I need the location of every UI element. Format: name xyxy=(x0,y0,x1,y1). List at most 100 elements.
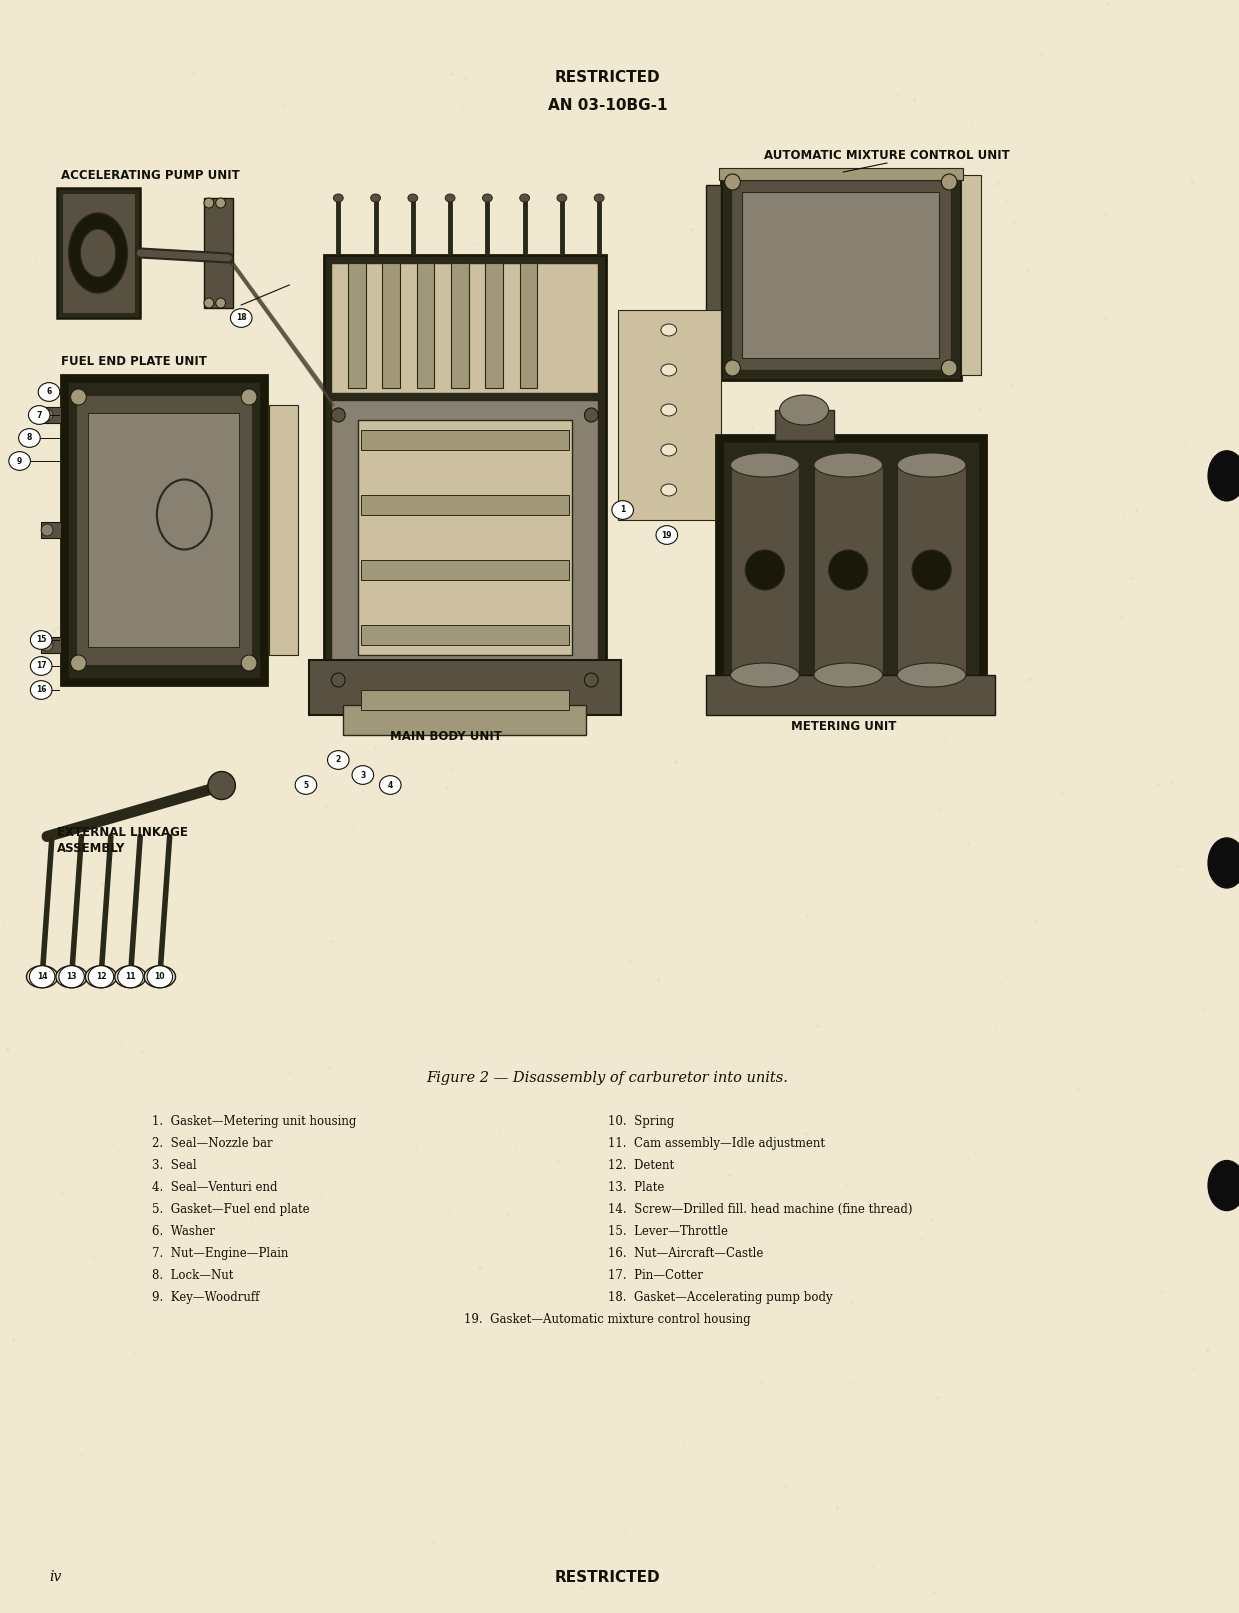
Ellipse shape xyxy=(41,524,53,536)
Bar xyxy=(361,495,569,515)
Bar xyxy=(383,263,400,389)
Bar xyxy=(343,705,586,736)
Bar xyxy=(76,395,252,665)
Bar xyxy=(309,660,621,715)
Ellipse shape xyxy=(333,194,343,202)
Text: 15: 15 xyxy=(36,636,46,645)
Ellipse shape xyxy=(779,395,829,424)
Bar xyxy=(706,674,995,715)
Ellipse shape xyxy=(19,429,40,447)
Bar xyxy=(814,465,882,674)
Ellipse shape xyxy=(660,403,676,416)
Text: 13: 13 xyxy=(67,974,76,979)
Text: 19.  Gasket—Automatic mixture control housing: 19. Gasket—Automatic mixture control hou… xyxy=(465,1313,751,1326)
Ellipse shape xyxy=(144,966,176,987)
Text: 9: 9 xyxy=(17,456,22,466)
Ellipse shape xyxy=(230,308,252,327)
Bar xyxy=(332,400,598,690)
Bar xyxy=(618,310,721,519)
Bar xyxy=(774,410,834,440)
Bar xyxy=(961,174,980,374)
Text: 3.  Seal: 3. Seal xyxy=(152,1160,197,1173)
Bar xyxy=(41,406,61,423)
Ellipse shape xyxy=(519,194,529,202)
Ellipse shape xyxy=(585,408,598,423)
Bar xyxy=(323,255,606,700)
Ellipse shape xyxy=(58,966,84,987)
Text: 12: 12 xyxy=(95,973,107,981)
Text: 6.  Washer: 6. Washer xyxy=(152,1224,216,1239)
Ellipse shape xyxy=(445,194,455,202)
Bar xyxy=(721,169,961,381)
Ellipse shape xyxy=(814,663,882,687)
Bar xyxy=(41,523,61,539)
Ellipse shape xyxy=(942,360,957,376)
Text: 17.  Pin—Cotter: 17. Pin—Cotter xyxy=(608,1269,703,1282)
Bar xyxy=(361,690,569,710)
Bar xyxy=(731,465,799,674)
Ellipse shape xyxy=(482,194,492,202)
Ellipse shape xyxy=(1208,1161,1239,1210)
Text: FUEL END PLATE UNIT: FUEL END PLATE UNIT xyxy=(61,355,207,368)
Text: 5: 5 xyxy=(304,781,309,789)
Text: 14.  Screw—Drilled fill. head machine (fine thread): 14. Screw—Drilled fill. head machine (fi… xyxy=(608,1203,912,1216)
Bar xyxy=(358,419,571,655)
Ellipse shape xyxy=(242,655,256,671)
Text: 17: 17 xyxy=(36,661,47,671)
Ellipse shape xyxy=(31,656,52,676)
Ellipse shape xyxy=(88,966,114,987)
Ellipse shape xyxy=(26,966,58,987)
Ellipse shape xyxy=(204,298,214,308)
Bar xyxy=(731,181,952,369)
Text: 8.  Lock—Nut: 8. Lock—Nut xyxy=(152,1269,233,1282)
Bar xyxy=(68,382,259,677)
Text: 12: 12 xyxy=(97,974,105,979)
Bar xyxy=(716,436,985,705)
Ellipse shape xyxy=(912,550,952,590)
Text: 4.  Seal—Venturi end: 4. Seal—Venturi end xyxy=(152,1181,278,1194)
Ellipse shape xyxy=(829,550,867,590)
Ellipse shape xyxy=(71,655,87,671)
Text: 19: 19 xyxy=(662,531,672,539)
Text: METERING UNIT: METERING UNIT xyxy=(790,719,896,732)
Ellipse shape xyxy=(332,408,346,423)
Ellipse shape xyxy=(1208,839,1239,887)
Bar xyxy=(451,263,468,389)
Text: 7: 7 xyxy=(36,410,42,419)
Text: 4: 4 xyxy=(388,781,393,789)
Text: MAIN BODY UNIT: MAIN BODY UNIT xyxy=(390,731,502,744)
Ellipse shape xyxy=(332,673,346,687)
Bar xyxy=(361,624,569,645)
Text: 12.  Detent: 12. Detent xyxy=(608,1160,674,1173)
Ellipse shape xyxy=(9,452,31,471)
Bar xyxy=(332,263,598,394)
Bar xyxy=(88,413,239,647)
Ellipse shape xyxy=(295,776,317,794)
Text: 2: 2 xyxy=(336,755,341,765)
Ellipse shape xyxy=(81,229,115,277)
Text: 13.  Plate: 13. Plate xyxy=(608,1181,664,1194)
Ellipse shape xyxy=(660,365,676,376)
Ellipse shape xyxy=(216,198,225,208)
Ellipse shape xyxy=(731,453,799,477)
Bar xyxy=(897,465,966,674)
Text: 2.  Seal—Nozzle bar: 2. Seal—Nozzle bar xyxy=(152,1137,273,1150)
Text: 15.  Lever—Throttle: 15. Lever—Throttle xyxy=(608,1224,729,1239)
Ellipse shape xyxy=(1208,452,1239,500)
Bar xyxy=(41,637,61,653)
Ellipse shape xyxy=(660,444,676,456)
Text: 5.  Gasket—Fuel end plate: 5. Gasket—Fuel end plate xyxy=(152,1203,310,1216)
Ellipse shape xyxy=(660,324,676,336)
Bar xyxy=(269,405,299,655)
Ellipse shape xyxy=(558,194,566,202)
Ellipse shape xyxy=(118,966,144,987)
Ellipse shape xyxy=(68,213,128,294)
Ellipse shape xyxy=(655,526,678,544)
Text: 10: 10 xyxy=(155,973,165,981)
Text: 10.  Spring: 10. Spring xyxy=(608,1115,674,1127)
Bar xyxy=(706,185,721,365)
Text: AUTOMATIC MIXTURE CONTROL UNIT: AUTOMATIC MIXTURE CONTROL UNIT xyxy=(764,148,1010,161)
Text: 11: 11 xyxy=(126,974,135,979)
Bar xyxy=(361,560,569,581)
Text: 14: 14 xyxy=(37,973,47,981)
